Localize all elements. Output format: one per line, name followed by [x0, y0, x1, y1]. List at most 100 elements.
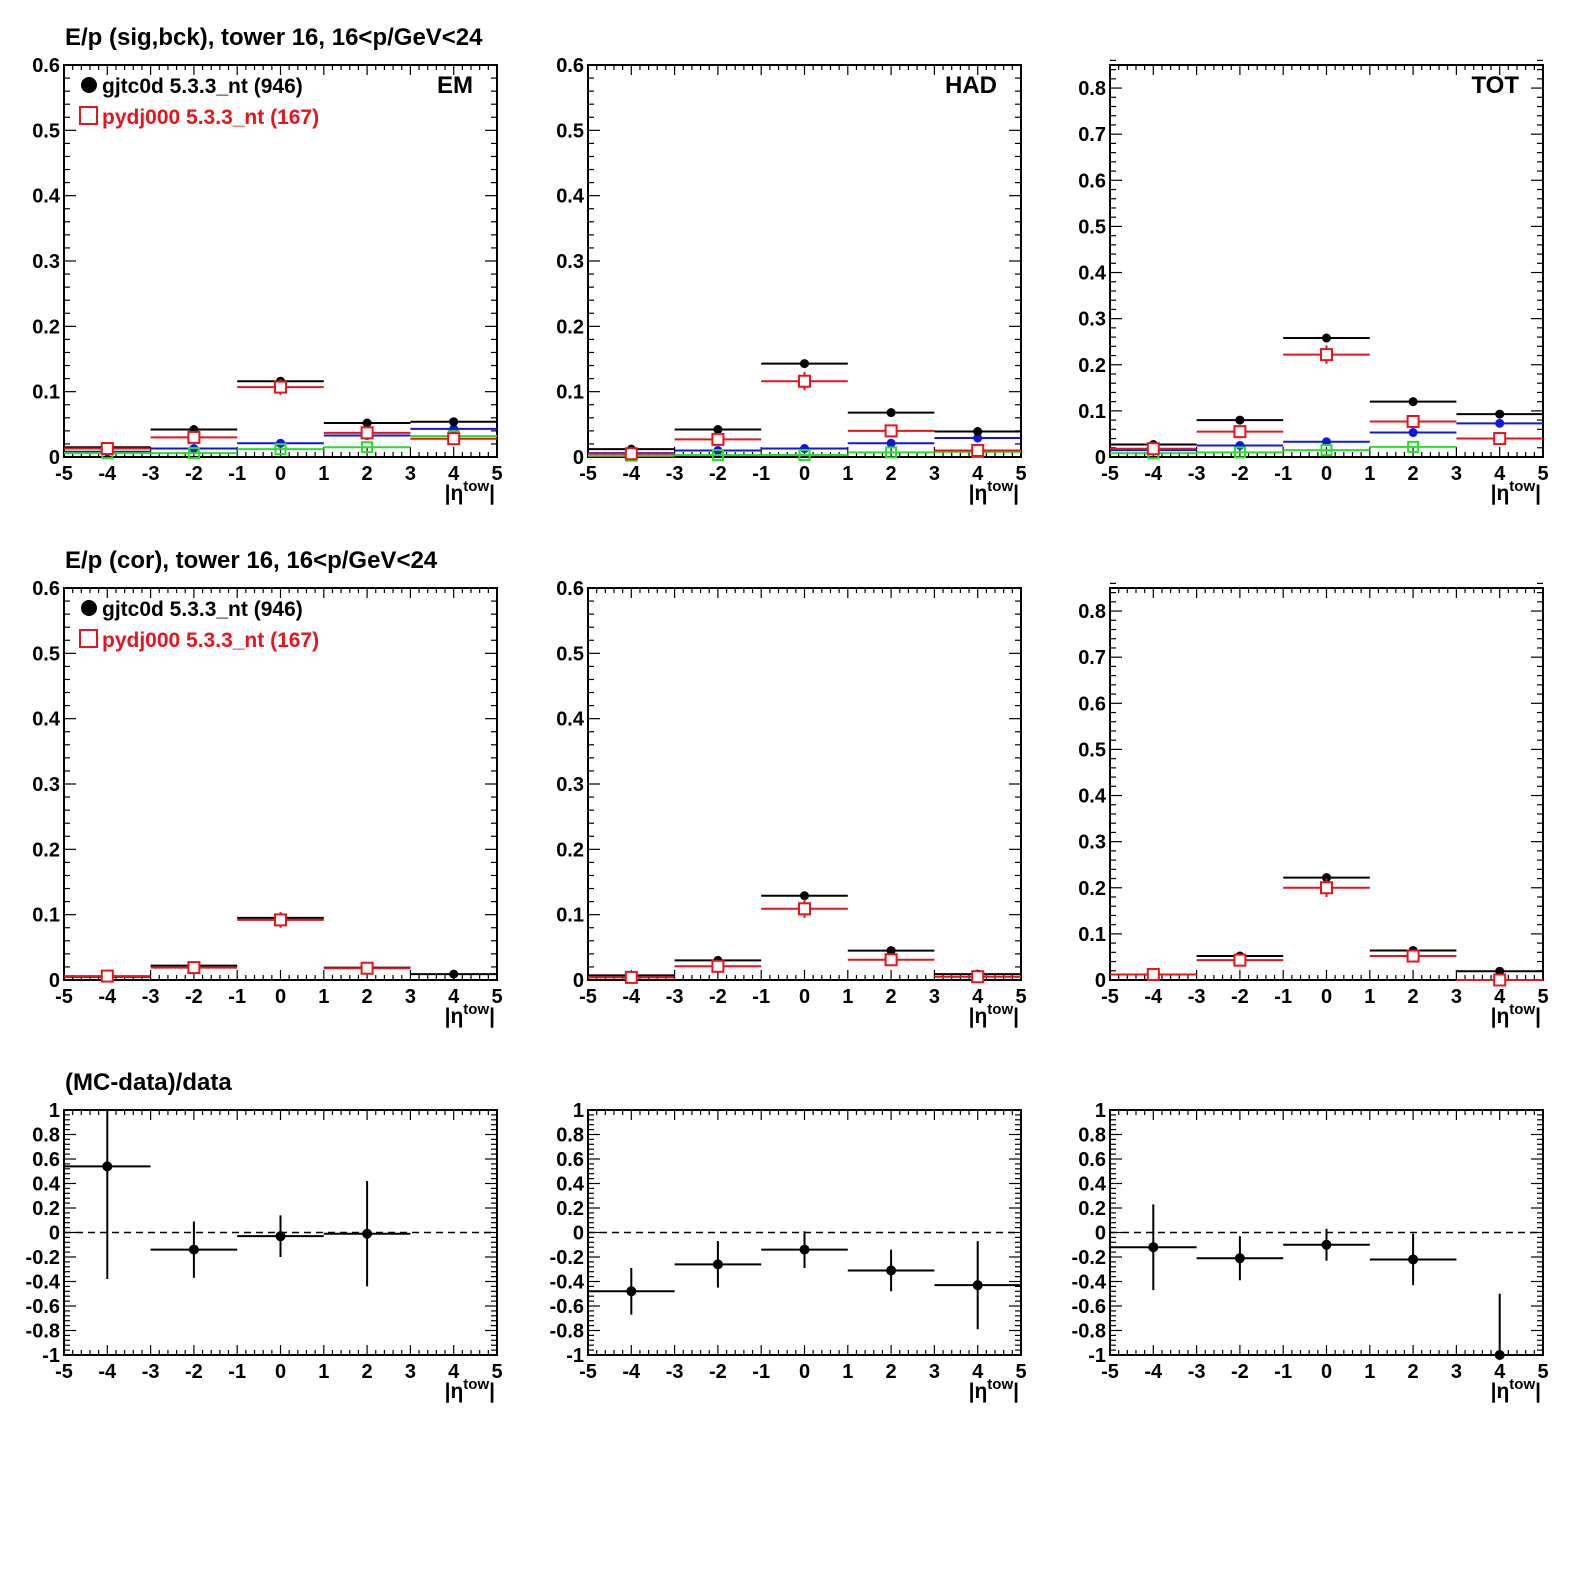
- y-tick-label: 0.4: [1078, 786, 1107, 808]
- x-tick-label: 5: [491, 463, 502, 485]
- data-point-black-marker: [1495, 966, 1505, 976]
- x-tick-label: -5: [579, 1361, 597, 1383]
- x-tick-label: -5: [1101, 986, 1119, 1008]
- x-tick-label: -4: [622, 986, 641, 1008]
- x-tick-label: 2: [1408, 986, 1419, 1008]
- x-tick-label: 5: [1015, 986, 1026, 1008]
- data-point-black-marker: [800, 891, 809, 901]
- x-tick-label: -3: [142, 1361, 160, 1383]
- y-tick-label: 0: [1095, 1223, 1106, 1245]
- y-tick-label: 0.4: [32, 1174, 61, 1196]
- x-tick-label: 2: [886, 986, 897, 1008]
- y-tick-label: 1: [49, 1100, 60, 1122]
- data-point-ratio-marker: [1494, 1350, 1505, 1360]
- y-tick-label: 0.5: [556, 643, 584, 665]
- x-tick-label: 1: [1364, 1361, 1375, 1383]
- x-tick-label: -2: [709, 1361, 727, 1383]
- x-tick-label: 4: [1494, 463, 1506, 485]
- data-point-red-marker: [274, 380, 287, 394]
- data-point-black-marker: [1235, 415, 1245, 425]
- x-tick-label: -5: [1101, 463, 1119, 485]
- data-point-black-marker: [449, 417, 459, 427]
- y-tick-label: -0.4: [26, 1272, 61, 1294]
- y-tick-label: -0.6: [550, 1296, 584, 1318]
- data-point-red-marker: [274, 913, 287, 927]
- x-tick-label: -1: [228, 463, 246, 485]
- x-tick-label: 5: [1537, 463, 1548, 485]
- x-tick-label: -1: [228, 986, 246, 1008]
- x-axis-label: |ηtow|: [445, 478, 495, 505]
- data-point-red-marker: [1146, 967, 1160, 981]
- x-tick-label: -3: [1188, 986, 1206, 1008]
- panel-label: EM: [437, 72, 473, 99]
- data-point-red-marker: [971, 443, 985, 457]
- y-tick-label: 0.5: [556, 120, 584, 142]
- panel-label: TOT: [1471, 72, 1519, 99]
- data-point-blue-marker: [1408, 428, 1418, 438]
- data-point-green-marker: [1407, 440, 1420, 453]
- panel-sig-tot: -5 -4 -3 -2 -1 0 1 2 3 4 5 0 0.1 0.2 0.3 0.4 0.5 0.6 0.7 0.…: [1078, 59, 1549, 505]
- y-tick-label: 0.1: [32, 382, 60, 404]
- data-point-green-marker: [187, 447, 200, 460]
- plot-frame: [1109, 64, 1544, 458]
- data-point-ratio-marker: [1148, 1242, 1159, 1253]
- legend-entry: pydj000 5.3.3_nt (167): [102, 106, 319, 129]
- y-tick-label: 0.5: [32, 120, 60, 142]
- x-tick-label: 4: [972, 1361, 984, 1383]
- y-tick-label: 0.2: [1078, 1198, 1106, 1220]
- x-tick-label: 0: [799, 1361, 810, 1383]
- y-tick-label: 0.5: [32, 643, 60, 665]
- x-tick-label: 4: [972, 463, 984, 485]
- y-tick-label: 0.2: [1078, 355, 1106, 377]
- y-tick-label: 0.6: [1078, 693, 1106, 715]
- data-point-green-marker: [361, 441, 374, 454]
- x-tick-label: 1: [318, 1361, 329, 1383]
- x-tick-label: 0: [1321, 986, 1332, 1008]
- x-tick-label: -3: [142, 986, 160, 1008]
- x-tick-label: -3: [666, 463, 684, 485]
- data-point-black-marker: [1322, 873, 1331, 883]
- panel-title: (MC-data)/data: [65, 1069, 232, 1096]
- x-tick-label: 2: [362, 463, 373, 485]
- y-tick-label: 0.1: [1078, 924, 1106, 946]
- y-tick-label: 0: [1095, 970, 1106, 992]
- data-point-red-marker: [187, 430, 201, 444]
- x-tick-label: 5: [1537, 986, 1548, 1008]
- x-tick-label: -1: [1274, 986, 1292, 1008]
- y-tick-label: 0.1: [1078, 401, 1106, 423]
- x-tick-label: 3: [929, 986, 940, 1008]
- x-tick-label: -1: [1274, 463, 1292, 485]
- data-point-red-marker: [1493, 432, 1507, 446]
- panel-cor-had: -5 -4 -3 -2 -1 0 1 2 3 4 5 0 0.1 0.2 0.3 0.4 0.5 0.6 |ηtow…: [556, 578, 1026, 1028]
- data-point-ratio-marker: [799, 1244, 810, 1255]
- legend-entry: pydj000 5.3.3_nt (167): [102, 629, 319, 652]
- y-tick-label: -0.4: [1072, 1272, 1107, 1294]
- y-tick-label: 0.2: [556, 839, 584, 861]
- data-point-black-marker: [973, 427, 983, 437]
- y-tick-label: 0.1: [32, 905, 60, 927]
- y-tick-label: 0.1: [556, 382, 584, 404]
- y-tick-label: 0: [49, 447, 60, 469]
- data-point-black-marker: [362, 418, 372, 428]
- x-tick-label: 1: [842, 986, 853, 1008]
- panel-cor-em: -5 -4 -3 -2 -1 0 1 2 3 4 5 0 0.1 0.2 0.3 0.4 0.5 0.6 |ηtow…: [32, 547, 502, 1028]
- legend-entry: gjtc0d 5.3.3_nt (946): [102, 75, 303, 98]
- x-tick-label: 4: [448, 463, 460, 485]
- data-point-black-marker: [449, 969, 459, 979]
- y-tick-label: 0.4: [1078, 1174, 1107, 1196]
- x-tick-label: -3: [1188, 463, 1206, 485]
- data-point-red-marker: [1146, 442, 1160, 456]
- x-tick-label: 1: [318, 463, 329, 485]
- y-tick-label: 0.8: [1078, 601, 1106, 623]
- x-tick-label: -4: [98, 986, 117, 1008]
- data-point-green-marker: [711, 449, 724, 462]
- y-tick-label: 0.3: [556, 251, 584, 273]
- data-point-green-marker: [274, 443, 287, 456]
- x-tick-label: 0: [799, 986, 810, 1008]
- y-tick-label: 0.2: [556, 316, 584, 338]
- y-tick-label: 0.6: [556, 1149, 584, 1171]
- data-point-red-marker: [1320, 348, 1333, 362]
- y-tick-label: 0.8: [1078, 78, 1106, 100]
- x-tick-label: 2: [362, 986, 373, 1008]
